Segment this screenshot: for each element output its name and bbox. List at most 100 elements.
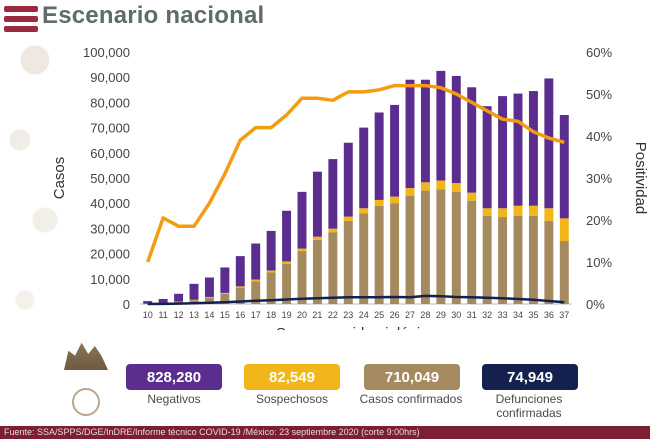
palace-logo-icon bbox=[64, 342, 108, 370]
bar-sospechosos bbox=[528, 205, 538, 216]
bar-casos-confirmados bbox=[374, 205, 384, 304]
bar-casos-confirmados bbox=[297, 251, 307, 304]
bar-negativos bbox=[189, 283, 199, 300]
bar-casos-confirmados bbox=[405, 195, 415, 304]
bar-negativos bbox=[143, 301, 153, 304]
y2-tick-label: 0% bbox=[586, 297, 605, 312]
x-tick-label: 18 bbox=[266, 310, 276, 320]
bar-casos-confirmados bbox=[451, 191, 461, 304]
bar-negativos bbox=[374, 112, 384, 200]
bar-sospechosos bbox=[451, 183, 461, 192]
bar-casos-confirmados bbox=[513, 215, 523, 304]
bar-negativos bbox=[235, 256, 245, 287]
bar-sospechosos bbox=[544, 208, 554, 221]
x-tick-label: 34 bbox=[513, 310, 523, 320]
bar-casos-confirmados bbox=[312, 239, 322, 304]
stat-label: Casos confirmados bbox=[359, 392, 463, 406]
y-axis-title: Casos bbox=[51, 157, 68, 200]
bar-casos-confirmados bbox=[235, 287, 245, 304]
bar-casos-confirmados bbox=[220, 293, 230, 304]
bar-casos-confirmados bbox=[528, 215, 538, 304]
page-title: Escenario nacional bbox=[42, 2, 265, 29]
x-tick-label: 31 bbox=[467, 310, 477, 320]
y2-tick-label: 10% bbox=[586, 255, 612, 270]
bar-negativos bbox=[266, 230, 276, 271]
bar-negativos bbox=[451, 75, 461, 184]
x-tick-label: 13 bbox=[189, 310, 199, 320]
bar-negativos bbox=[343, 142, 353, 217]
bar-sospechosos bbox=[420, 182, 430, 191]
bar-sospechosos bbox=[482, 208, 492, 216]
bar-casos-confirmados bbox=[359, 213, 369, 304]
bar-sospechosos bbox=[312, 236, 322, 240]
stat-negativos-badge: 828,280 bbox=[126, 364, 222, 390]
bar-sospechosos bbox=[559, 218, 569, 241]
bar-casos-confirmados bbox=[204, 297, 214, 304]
x-tick-label: 16 bbox=[235, 310, 245, 320]
y-tick-label: 0 bbox=[123, 297, 130, 312]
bar-sospechosos bbox=[204, 296, 214, 298]
y-tick-label: 80,000 bbox=[90, 95, 130, 110]
bar-sospechosos bbox=[235, 286, 245, 288]
cases-chart: 0 10,000 20,000 30,000 40,000 50,000 60,000 70,… bbox=[51, 45, 649, 330]
bar-sospechosos bbox=[467, 192, 477, 201]
stat-label: Sospechosos bbox=[255, 392, 329, 406]
x-tick-label: 28 bbox=[420, 310, 430, 320]
bar-negativos bbox=[513, 93, 523, 206]
x-tick-label: 23 bbox=[343, 310, 353, 320]
x-tick-label: 35 bbox=[528, 310, 538, 320]
bar-casos-confirmados bbox=[559, 241, 569, 304]
x-tick-label: 36 bbox=[544, 310, 554, 320]
bar-casos-confirmados bbox=[498, 217, 508, 304]
bar-sospechosos bbox=[374, 199, 384, 206]
bar-sospechosos bbox=[189, 299, 199, 301]
bar-negativos bbox=[498, 96, 508, 209]
bar-sospechosos bbox=[359, 208, 369, 214]
bar-sospechosos bbox=[405, 188, 415, 196]
bar-casos-confirmados bbox=[282, 263, 292, 304]
title-decoration bbox=[4, 6, 38, 12]
stat-sospechosos-badge: 82,549 bbox=[244, 364, 340, 390]
bar-sospechosos bbox=[266, 270, 276, 273]
bar-casos-confirmados bbox=[482, 215, 492, 304]
stat-defunciones-badge: 74,949 bbox=[482, 364, 578, 390]
bar-casos-confirmados bbox=[544, 220, 554, 304]
y-tick-label: 50,000 bbox=[90, 171, 130, 186]
bar-negativos bbox=[328, 159, 338, 229]
bar-negativos bbox=[158, 298, 168, 303]
title-decoration bbox=[4, 16, 38, 22]
bar-sospechosos bbox=[343, 216, 353, 221]
y-tick-label: 20,000 bbox=[90, 247, 130, 262]
bar-casos-confirmados bbox=[436, 189, 446, 304]
source-footer: Fuente: SSA/SPPS/DGE/InDRE/Informe técni… bbox=[0, 426, 650, 439]
stat-confirmados-badge: 710,049 bbox=[364, 364, 460, 390]
x-tick-label: 12 bbox=[174, 310, 184, 320]
y2-tick-label: 40% bbox=[586, 129, 612, 144]
x-tick-label: 37 bbox=[559, 310, 569, 320]
bar-negativos bbox=[297, 191, 307, 249]
bar-sospechosos bbox=[328, 228, 338, 233]
y-tick-label: 90,000 bbox=[90, 70, 130, 85]
decorative-pattern bbox=[0, 0, 70, 439]
y2-tick-label: 20% bbox=[586, 213, 612, 228]
y2-tick-label: 60% bbox=[586, 45, 612, 60]
bar-negativos bbox=[405, 79, 415, 189]
x-tick-label: 29 bbox=[436, 310, 446, 320]
x-tick-label: 27 bbox=[405, 310, 415, 320]
bar-sospechosos bbox=[251, 279, 261, 282]
bar-sospechosos bbox=[498, 208, 508, 218]
bar-casos-confirmados bbox=[390, 203, 400, 304]
bar-negativos bbox=[312, 171, 322, 237]
x-tick-label: 15 bbox=[220, 310, 230, 320]
y-tick-label: 70,000 bbox=[90, 121, 130, 136]
stat-label: Defunciones confirmadas bbox=[495, 392, 563, 420]
bar-negativos bbox=[220, 267, 230, 293]
y-tick-label: 40,000 bbox=[90, 196, 130, 211]
bar-negativos bbox=[174, 293, 184, 302]
bar-sospechosos bbox=[297, 248, 307, 252]
x-tick-label: 14 bbox=[204, 310, 214, 320]
positivity-line bbox=[146, 83, 565, 263]
bar-negativos bbox=[528, 91, 538, 206]
bar-casos-confirmados bbox=[467, 200, 477, 304]
x-tick-label: 20 bbox=[297, 310, 307, 320]
